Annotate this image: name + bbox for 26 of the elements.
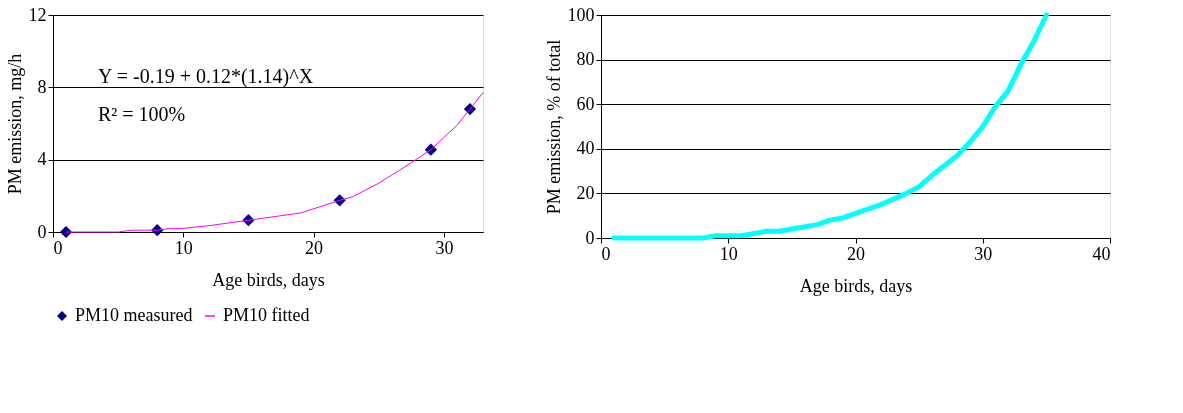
x-tick-label: 20 [305,237,324,258]
y-tick-label: 8 [37,76,47,97]
x-tick-label: 10 [174,237,193,258]
y-tick-label: 12 [28,4,47,25]
x-tick-label: 10 [719,243,738,264]
y-axis-title: PM emission, mg/h [4,53,25,195]
legend-label: PM10 fitted [223,305,310,325]
x-tick-label: 0 [53,237,63,258]
annotation: R² = 100% [98,103,186,125]
x-axis-title: Age birds, days [799,275,913,296]
x-tick-label: 30 [974,243,993,264]
y-tick-label: 40 [576,138,595,159]
x-axis-title: Age birds, days [212,269,325,290]
legend-label: PM10 measured [75,305,193,325]
y-tick-label: 0 [37,221,47,242]
x-tick-label: 30 [435,237,454,258]
annotation: Y = -0.19 + 0.12*(1.14)^X [98,65,314,88]
y-tick-label: 4 [37,149,47,170]
x-tick-label: 40 [1092,243,1111,264]
y-tick-label: 60 [576,93,595,114]
y-tick-label: 100 [567,4,595,25]
y-tick-label: 80 [576,49,595,70]
y-axis-title: PM emission, % of total [543,39,564,215]
y-tick-label: 20 [576,182,595,203]
x-tick-label: 20 [847,243,865,264]
x-tick-label: 0 [601,243,611,264]
